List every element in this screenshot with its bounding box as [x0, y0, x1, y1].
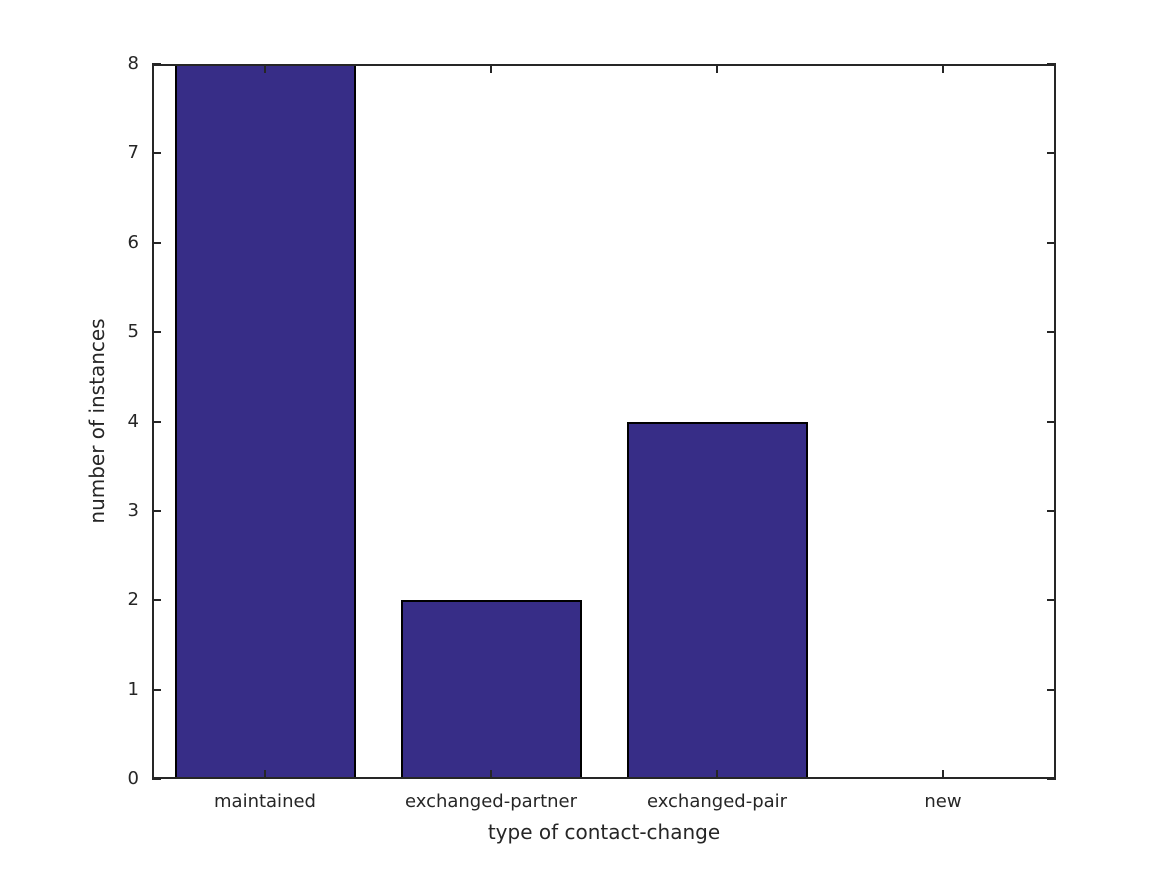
y-tick-right: [1047, 331, 1056, 334]
y-tick-label: 5: [127, 321, 139, 343]
y-tick-left: [152, 63, 161, 65]
y-tick-right: [1047, 778, 1056, 780]
plot-area: [152, 63, 1056, 780]
y-tick-left: [152, 331, 161, 334]
bar-exchanged-pair: [626, 421, 808, 779]
x-axis-label: type of contact-change: [487, 820, 721, 844]
x-tick-top: [264, 64, 266, 73]
x-tick-bottom: [490, 770, 492, 779]
y-tick-right: [1047, 63, 1056, 65]
y-tick-right: [1047, 599, 1056, 602]
x-tick-top: [490, 64, 492, 73]
y-tick-label: 3: [127, 499, 139, 521]
y-tick-label: 4: [127, 410, 139, 432]
bar-maintained: [174, 64, 356, 779]
x-tick-label: new: [924, 791, 962, 812]
bar-exchanged-partner: [400, 600, 582, 779]
y-tick-left: [152, 152, 161, 155]
y-tick-label: 0: [127, 768, 139, 789]
y-tick-left: [152, 688, 161, 691]
x-tick-label: exchanged-partner: [404, 791, 578, 812]
y-tick-label: 1: [127, 678, 139, 700]
y-tick-left: [152, 599, 161, 602]
x-tick-label: exchanged-pair: [646, 791, 788, 812]
x-tick-label: maintained: [214, 791, 316, 812]
y-tick-right: [1047, 241, 1056, 244]
y-tick-right: [1047, 420, 1056, 423]
y-tick-right: [1047, 688, 1056, 691]
y-tick-left: [152, 241, 161, 244]
x-tick-bottom: [716, 770, 718, 779]
x-tick-top: [716, 64, 718, 73]
y-tick-left: [152, 420, 161, 423]
x-tick-bottom: [942, 770, 944, 779]
y-tick-label: 6: [127, 231, 139, 253]
y-tick-right: [1047, 152, 1056, 155]
y-tick-left: [152, 778, 161, 780]
y-tick-label: 8: [127, 53, 139, 74]
y-tick-label: 7: [127, 142, 139, 164]
x-tick-bottom: [264, 770, 266, 779]
y-tick-left: [152, 509, 161, 512]
y-tick-right: [1047, 509, 1056, 512]
y-tick-label: 2: [127, 589, 139, 611]
x-tick-top: [942, 64, 944, 73]
